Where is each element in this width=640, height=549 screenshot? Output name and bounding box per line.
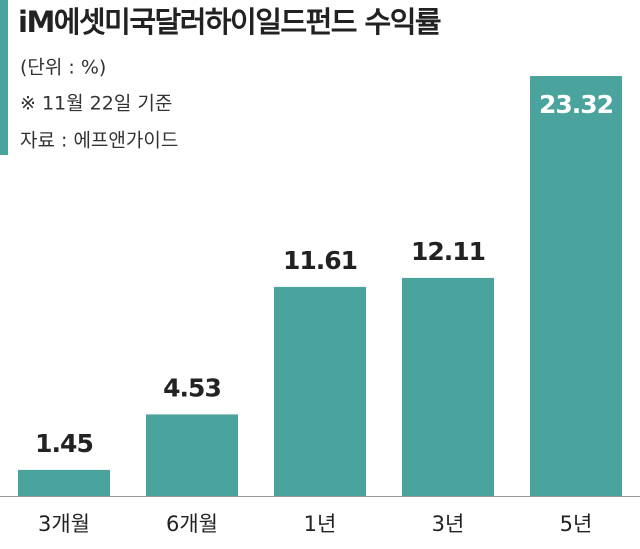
value-label: 1.45 xyxy=(35,429,93,458)
bar xyxy=(402,277,494,496)
value-label: 12.11 xyxy=(411,237,485,266)
bar xyxy=(530,76,622,496)
bar xyxy=(146,414,238,496)
x-tick-label: 5년 xyxy=(560,512,593,536)
x-tick-label: 6개월 xyxy=(166,512,218,536)
chart-title: iM에셋미국달러하이일드펀드 수익률 xyxy=(18,5,441,39)
x-tick-label: 3개월 xyxy=(38,512,90,536)
value-label: 11.61 xyxy=(283,246,357,275)
x-tick-label: 3년 xyxy=(432,512,465,536)
chart-subtitle: (단위 : %) xyxy=(20,57,106,79)
value-label: 4.53 xyxy=(163,373,221,402)
bar xyxy=(18,469,110,496)
title-accent xyxy=(0,0,8,155)
chart-source: 자료 : 에프앤가이드 xyxy=(20,130,178,152)
bar xyxy=(274,286,366,496)
x-tick-label: 1년 xyxy=(304,512,337,536)
value-label: 23.32 xyxy=(539,90,613,119)
chart-note: ※ 11월 22일 기준 xyxy=(20,93,172,115)
